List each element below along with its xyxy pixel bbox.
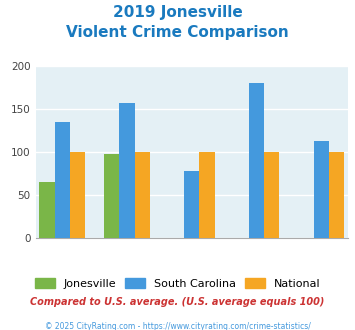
Bar (119, 103, 135, 238)
Bar (313, 141, 329, 238)
Bar (199, 152, 214, 238)
Text: © 2025 CityRating.com - https://www.cityrating.com/crime-statistics/: © 2025 CityRating.com - https://www.city… (45, 322, 310, 330)
Bar (55, 122, 70, 238)
Text: Violent Crime Comparison: Violent Crime Comparison (66, 25, 289, 40)
Bar (70, 152, 85, 238)
Text: Compared to U.S. average. (U.S. average equals 100): Compared to U.S. average. (U.S. average … (30, 297, 325, 307)
Bar (264, 152, 279, 238)
Bar (135, 152, 150, 238)
Bar (329, 152, 344, 238)
Bar (249, 83, 264, 238)
Text: 2019 Jonesville: 2019 Jonesville (113, 5, 242, 20)
Bar (104, 154, 119, 238)
Legend: Jonesville, South Carolina, National: Jonesville, South Carolina, National (31, 275, 324, 292)
Bar (39, 182, 55, 238)
Bar (184, 171, 199, 238)
